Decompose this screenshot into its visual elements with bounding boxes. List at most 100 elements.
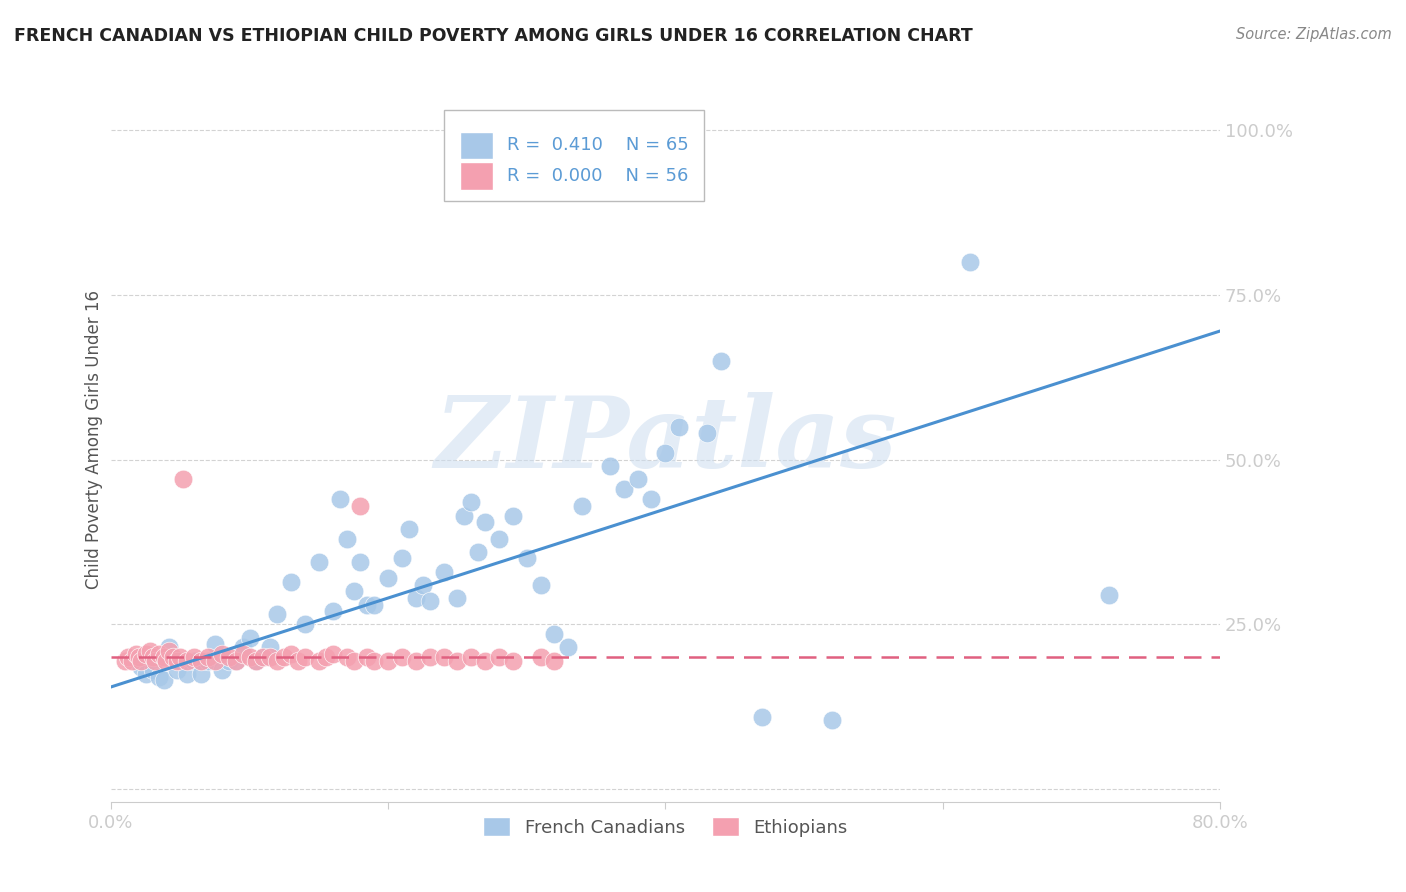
- Point: [166, 654, 188, 668]
- Point: [259, 650, 281, 665]
- Point: [446, 654, 468, 668]
- Point: [259, 640, 281, 655]
- Point: [197, 650, 219, 665]
- Point: [135, 666, 157, 681]
- Point: [232, 647, 254, 661]
- Point: [225, 654, 247, 668]
- Point: [176, 654, 198, 668]
- Point: [460, 495, 482, 509]
- Point: [696, 426, 718, 441]
- Point: [294, 617, 316, 632]
- Point: [398, 522, 420, 536]
- Text: FRENCH CANADIAN VS ETHIOPIAN CHILD POVERTY AMONG GIRLS UNDER 16 CORRELATION CHAR: FRENCH CANADIAN VS ETHIOPIAN CHILD POVER…: [14, 27, 973, 45]
- Point: [578, 133, 600, 147]
- Point: [502, 508, 524, 523]
- Point: [183, 654, 205, 668]
- Point: [172, 472, 194, 486]
- Point: [613, 483, 636, 497]
- Point: [363, 598, 385, 612]
- Point: [152, 673, 174, 688]
- Point: [190, 666, 212, 681]
- Point: [183, 650, 205, 665]
- Point: [266, 654, 288, 668]
- Point: [157, 643, 180, 657]
- Point: [166, 664, 188, 678]
- Point: [308, 555, 330, 569]
- Text: R =  0.000    N = 56: R = 0.000 N = 56: [506, 167, 688, 186]
- Point: [238, 650, 260, 665]
- Point: [245, 654, 267, 668]
- Point: [169, 650, 191, 665]
- Point: [211, 647, 233, 661]
- Point: [488, 532, 510, 546]
- Point: [377, 654, 399, 668]
- Point: [225, 654, 247, 668]
- Point: [349, 555, 371, 569]
- Point: [197, 654, 219, 668]
- Point: [627, 472, 650, 486]
- Point: [356, 598, 378, 612]
- Point: [121, 654, 143, 668]
- Point: [640, 492, 662, 507]
- Point: [391, 650, 413, 665]
- Point: [342, 654, 364, 668]
- Point: [322, 604, 344, 618]
- Point: [152, 650, 174, 665]
- Point: [322, 647, 344, 661]
- Point: [148, 647, 170, 661]
- Point: [405, 591, 427, 605]
- Point: [488, 650, 510, 665]
- Point: [599, 459, 621, 474]
- Point: [751, 709, 773, 723]
- Point: [446, 591, 468, 605]
- Point: [141, 650, 163, 665]
- Point: [342, 584, 364, 599]
- Point: [363, 654, 385, 668]
- Point: [252, 650, 274, 665]
- Point: [710, 353, 733, 368]
- Point: [114, 654, 136, 668]
- Point: [218, 654, 240, 668]
- Point: [543, 627, 565, 641]
- Point: [315, 650, 337, 665]
- Point: [432, 650, 454, 665]
- Point: [139, 643, 162, 657]
- Point: [169, 654, 191, 668]
- Point: [377, 571, 399, 585]
- Point: [252, 650, 274, 665]
- Point: [308, 654, 330, 668]
- Point: [474, 515, 496, 529]
- Point: [157, 640, 180, 655]
- Point: [1098, 588, 1121, 602]
- Point: [412, 578, 434, 592]
- Point: [460, 650, 482, 665]
- Point: [557, 640, 579, 655]
- Point: [821, 713, 844, 727]
- Point: [148, 670, 170, 684]
- Point: [550, 133, 572, 147]
- Point: [117, 650, 139, 665]
- Legend: French Canadians, Ethiopians: French Canadians, Ethiopians: [475, 810, 855, 844]
- Point: [405, 654, 427, 668]
- Point: [232, 640, 254, 655]
- Text: ZIPatlas: ZIPatlas: [434, 392, 897, 488]
- Point: [125, 647, 148, 661]
- FancyBboxPatch shape: [460, 162, 494, 190]
- Point: [453, 508, 475, 523]
- Point: [432, 565, 454, 579]
- Point: [141, 664, 163, 678]
- Point: [218, 650, 240, 665]
- Point: [335, 650, 357, 665]
- Point: [502, 654, 524, 668]
- Text: Source: ZipAtlas.com: Source: ZipAtlas.com: [1236, 27, 1392, 42]
- Point: [280, 647, 302, 661]
- FancyBboxPatch shape: [443, 110, 704, 201]
- Point: [356, 650, 378, 665]
- Point: [419, 650, 441, 665]
- Point: [294, 650, 316, 665]
- Point: [131, 654, 153, 668]
- Point: [419, 594, 441, 608]
- Point: [530, 650, 553, 665]
- Point: [467, 545, 489, 559]
- Point: [238, 631, 260, 645]
